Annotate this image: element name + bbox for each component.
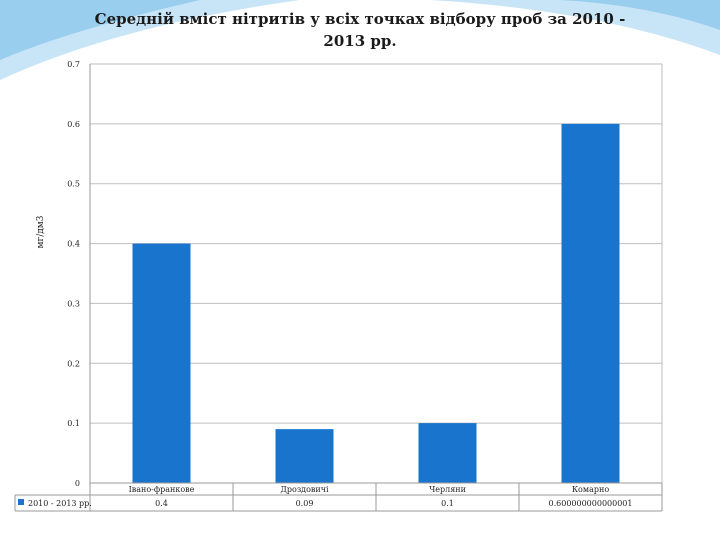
y-axis-label: мг/дм3	[36, 215, 46, 248]
chart-title-line-1: Середній вміст нітритів у всіх точках ві…	[94, 10, 626, 28]
data-value-label: 0.600000000000001	[549, 499, 633, 508]
x-category-label: Івано-франкове	[129, 485, 195, 494]
chart-title: Середній вміст нітритів у всіх точках ві…	[60, 8, 660, 52]
bar	[132, 243, 191, 483]
chart-title-line-2: 2013 рр.	[323, 32, 397, 50]
y-tick-label: 0.5	[67, 180, 80, 189]
data-value-label: 0.1	[441, 499, 454, 508]
y-tick-label: 0.2	[67, 359, 80, 368]
bar	[275, 429, 334, 483]
y-tick-label: 0.7	[67, 60, 80, 69]
data-value-label: 0.4	[155, 499, 168, 508]
bar	[418, 423, 477, 483]
y-tick-label: 0	[75, 479, 80, 488]
bars	[132, 123, 620, 483]
y-tick-label: 0.4	[67, 240, 80, 249]
x-category-label: Комарно	[572, 485, 609, 494]
y-tick-label: 0.1	[67, 419, 80, 428]
x-category-label: Дроздовичі	[280, 485, 329, 494]
data-value-label: 0.09	[296, 499, 314, 508]
x-category-label: Черляни	[429, 485, 466, 494]
y-axis-tick-labels: 0 0.1 0.2 0.3 0.4 0.5 0.6 0.7	[67, 60, 80, 488]
y-tick-label: 0.6	[67, 120, 80, 129]
bar	[561, 123, 620, 483]
legend-series-label: 2010 - 2013 рр.	[28, 499, 92, 508]
y-tick-label: 0.3	[67, 299, 80, 308]
data-table: Івано-франкове 0.4 Дроздовичі 0.09 Черляни 0.…	[14, 482, 663, 512]
legend-swatch	[18, 499, 24, 505]
decorative-swoosh	[0, 0, 720, 80]
